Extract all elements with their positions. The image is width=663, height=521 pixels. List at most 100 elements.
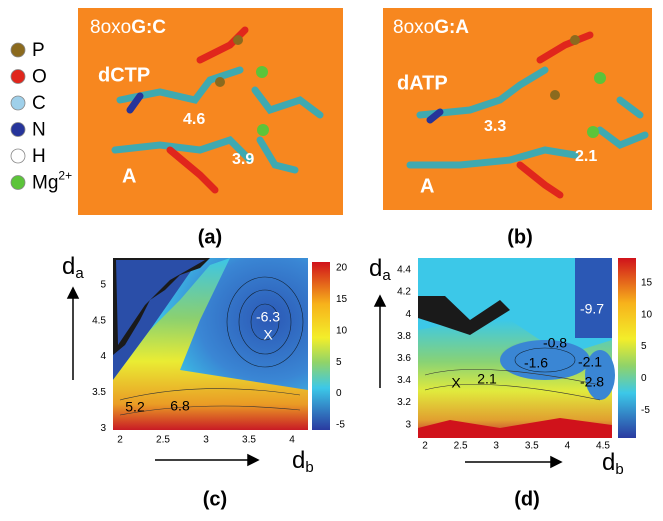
colorbar-tick-label: 0 bbox=[641, 373, 647, 384]
atom bbox=[215, 77, 225, 87]
legend-label: C bbox=[32, 93, 46, 114]
x-axis-label: db bbox=[292, 447, 314, 476]
atom bbox=[570, 35, 580, 45]
energy-map-d bbox=[418, 258, 615, 438]
caption: (a) bbox=[198, 226, 222, 248]
title-prefix: 8oxo bbox=[393, 17, 434, 38]
y-tick-label: 3 bbox=[100, 423, 106, 434]
legend-swatch bbox=[10, 95, 26, 111]
annotation: -2.1 bbox=[578, 354, 602, 370]
colorbar-tick-label: 5 bbox=[641, 341, 647, 352]
legend-text: O bbox=[32, 67, 47, 88]
y-axis-label: da bbox=[369, 255, 391, 284]
nucleotide: dCTP bbox=[98, 64, 150, 86]
distance: 3.9 bbox=[232, 151, 254, 168]
y-tick-label: 3 bbox=[405, 419, 411, 430]
annotation: X bbox=[451, 375, 461, 391]
annotation: -2.8 bbox=[580, 374, 604, 390]
base: A bbox=[122, 165, 136, 187]
panel-title: 8oxoG:C bbox=[90, 17, 166, 38]
nucleotide: dATP bbox=[397, 72, 448, 94]
legend-swatch bbox=[10, 122, 26, 137]
y-tick-label: 4.4 bbox=[397, 265, 411, 276]
x-tick-label: 3.5 bbox=[242, 435, 256, 446]
title-bold: G:A bbox=[434, 17, 469, 38]
legend-text: C bbox=[32, 93, 46, 114]
colorbar bbox=[618, 258, 636, 438]
y-axis-label: da bbox=[62, 253, 84, 282]
mg-ion bbox=[256, 66, 268, 78]
mg-ion bbox=[587, 126, 599, 138]
x-tick-label: 2 bbox=[422, 441, 428, 452]
atom bbox=[233, 35, 243, 45]
axis-subscript: b bbox=[305, 459, 313, 476]
x-tick-label: 3.5 bbox=[525, 441, 539, 452]
x-axis-label: db bbox=[602, 449, 624, 478]
molecule-a bbox=[111, 26, 324, 194]
x-tick-label: 2 bbox=[117, 435, 123, 446]
energy-map-c bbox=[113, 258, 308, 430]
annotation: -6.3 bbox=[256, 309, 280, 325]
base: A bbox=[420, 175, 434, 197]
distance: 2.1 bbox=[575, 148, 597, 165]
y-tick-label: 3.5 bbox=[92, 387, 106, 398]
annotation: -1.6 bbox=[524, 355, 548, 371]
y-tick-label: 3.6 bbox=[397, 353, 411, 364]
annotation: -9.7 bbox=[580, 301, 604, 317]
axis-symbol: d bbox=[62, 253, 75, 280]
atom bbox=[550, 90, 560, 100]
legend-text: H bbox=[32, 146, 46, 167]
distance: 3.3 bbox=[484, 118, 506, 135]
legend-label: N bbox=[32, 120, 46, 141]
mg-ion bbox=[594, 72, 606, 84]
molecule-b bbox=[406, 31, 649, 199]
axis-symbol: d bbox=[602, 449, 615, 476]
x-tick-label: 4 bbox=[565, 441, 571, 452]
x-tick-label: 3 bbox=[203, 435, 209, 446]
annotation: X bbox=[263, 327, 273, 343]
caption: (d) bbox=[514, 488, 540, 510]
colorbar-tick-label: 20 bbox=[336, 263, 348, 274]
colorbar-tick-label: -5 bbox=[336, 420, 345, 431]
axis-arrows bbox=[66, 286, 563, 469]
legend-label: Mg2+ bbox=[32, 169, 72, 194]
y-tick-label: 4 bbox=[100, 351, 106, 362]
y-tick-label: 4.2 bbox=[397, 287, 411, 298]
colorbar-tick-label: 15 bbox=[641, 278, 653, 289]
legend-text: N bbox=[32, 120, 46, 141]
panel-b-image bbox=[383, 8, 652, 210]
y-tick-label: 3.4 bbox=[397, 375, 411, 386]
y-tick-label: 3.8 bbox=[397, 331, 411, 342]
colorbar-tick-label: 15 bbox=[336, 294, 348, 305]
legend-text: P bbox=[32, 40, 45, 61]
legend-label: H bbox=[32, 146, 46, 167]
axis-symbol: d bbox=[292, 447, 305, 474]
colorbar bbox=[312, 262, 330, 430]
legend-label: P bbox=[32, 40, 45, 61]
x-tick-label: 3 bbox=[493, 441, 499, 452]
x-tick-label: 4.5 bbox=[596, 441, 610, 452]
legend-swatch bbox=[10, 175, 26, 190]
panel-a-image bbox=[78, 8, 343, 215]
annotation: 2.1 bbox=[477, 371, 497, 387]
panel-title: 8oxoG:A bbox=[393, 17, 469, 38]
colorbar-tick-label: 0 bbox=[336, 388, 342, 399]
title-bold: G:C bbox=[131, 17, 166, 38]
legend-text: Mg bbox=[32, 173, 58, 194]
title-prefix: 8oxo bbox=[90, 17, 131, 38]
legend-label: O bbox=[32, 67, 47, 88]
legend-swatch bbox=[10, 69, 26, 84]
colorbar-tick-label: -5 bbox=[641, 405, 650, 416]
x-tick-label: 2.5 bbox=[156, 435, 170, 446]
caption: (c) bbox=[203, 488, 227, 510]
legend-swatch bbox=[10, 42, 26, 58]
y-tick-label: 3.2 bbox=[397, 397, 411, 408]
colorbar-tick-label: 5 bbox=[336, 357, 342, 368]
axis-subscript: a bbox=[75, 265, 84, 282]
distance: 4.6 bbox=[183, 111, 205, 128]
annotation: -0.8 bbox=[543, 335, 567, 351]
annotation: 6.8 bbox=[170, 398, 190, 414]
mg-ion bbox=[257, 124, 269, 136]
colorbar-tick-label: 10 bbox=[336, 325, 348, 336]
